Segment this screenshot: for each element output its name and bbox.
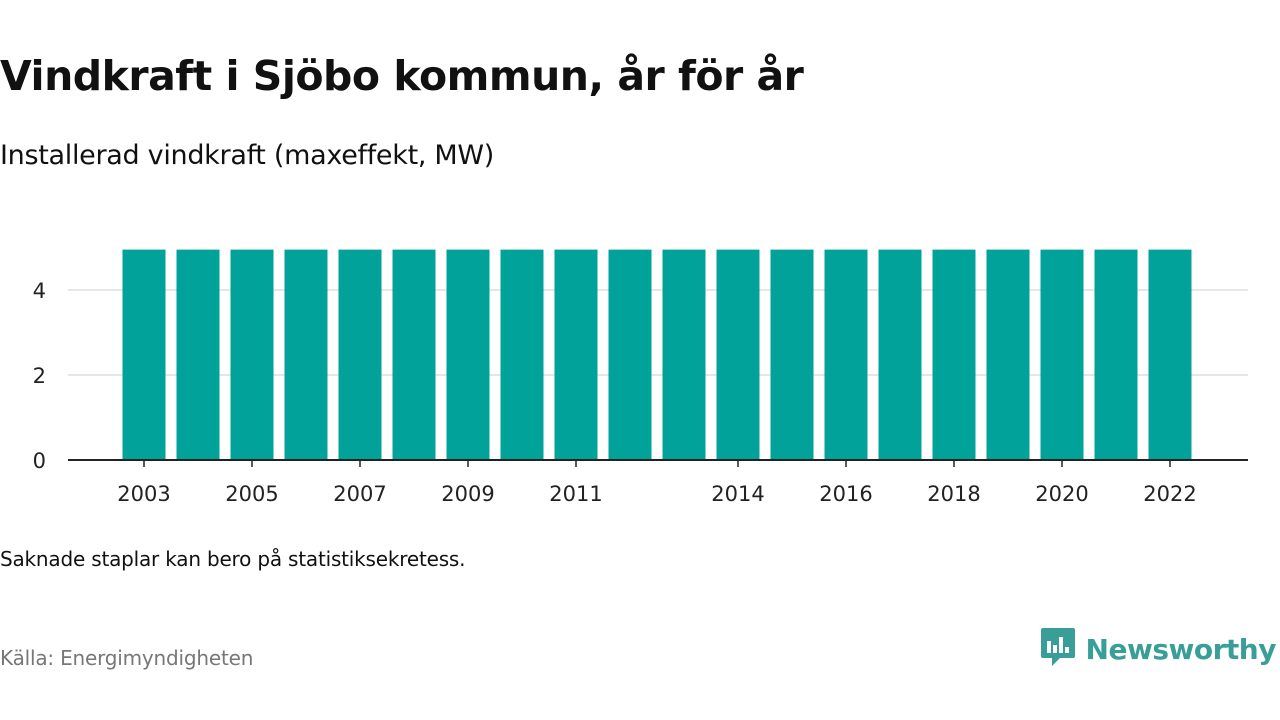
bar-2007 xyxy=(338,249,382,460)
x-tick-label: 2016 xyxy=(819,482,872,506)
chart-title: Vindkraft i Sjöbo kommun, år för år xyxy=(0,52,804,100)
bar-2021 xyxy=(1094,249,1138,460)
x-tick-label: 2014 xyxy=(711,482,764,506)
bar-2020 xyxy=(1040,249,1084,460)
x-tick-label: 2005 xyxy=(225,482,278,506)
brand-logo[interactable]: Newsworthy xyxy=(1040,626,1277,672)
bar-2018 xyxy=(932,249,976,460)
bar-2015 xyxy=(770,249,814,460)
bar-2014 xyxy=(716,249,760,460)
x-axis: 2003 2005 2007 2009 2011 2014 2016 2018 2020 2022 xyxy=(68,459,1248,506)
bar-2006 xyxy=(284,249,328,460)
bar-2022 xyxy=(1148,249,1192,460)
y-tick-label: 2 xyxy=(33,364,46,388)
x-tick-label: 2003 xyxy=(117,482,170,506)
x-tick-label: 2020 xyxy=(1035,482,1088,506)
bar-2011 xyxy=(554,249,598,460)
footnote: Saknade staplar kan bero på statistiksek… xyxy=(0,547,466,571)
bar-2013 xyxy=(662,249,706,460)
bar-2005 xyxy=(230,249,274,460)
x-tick-label: 2022 xyxy=(1143,482,1196,506)
bar-2009 xyxy=(446,249,490,460)
bar-2008 xyxy=(392,249,436,460)
source-credit: Källa: Energimyndigheten xyxy=(0,646,254,670)
y-tick-label: 4 xyxy=(33,279,46,303)
bar-2003 xyxy=(122,249,166,460)
bar-2017 xyxy=(878,249,922,460)
y-axis-ticks: 0 2 4 xyxy=(33,279,46,473)
bar-2004 xyxy=(176,249,220,460)
bar-2016 xyxy=(824,249,868,460)
bar-2019 xyxy=(986,249,1030,460)
bar-chart: 0 2 4 2003 2005 2007 2009 2011 2014 2016 2018 2020… xyxy=(33,249,1248,506)
x-tick-label: 2011 xyxy=(549,482,602,506)
bar-2012 xyxy=(608,249,652,460)
x-tick-label: 2009 xyxy=(441,482,494,506)
brand-name: Newsworthy xyxy=(1085,632,1277,666)
chart-subtitle: Installerad vindkraft (maxeffekt, MW) xyxy=(0,140,495,171)
bar-2010 xyxy=(500,249,544,460)
bars xyxy=(122,249,1192,460)
newsworthy-logo-icon xyxy=(1040,626,1076,672)
x-tick-label: 2007 xyxy=(333,482,386,506)
x-tick-label: 2018 xyxy=(927,482,980,506)
y-tick-label: 0 xyxy=(33,449,46,473)
